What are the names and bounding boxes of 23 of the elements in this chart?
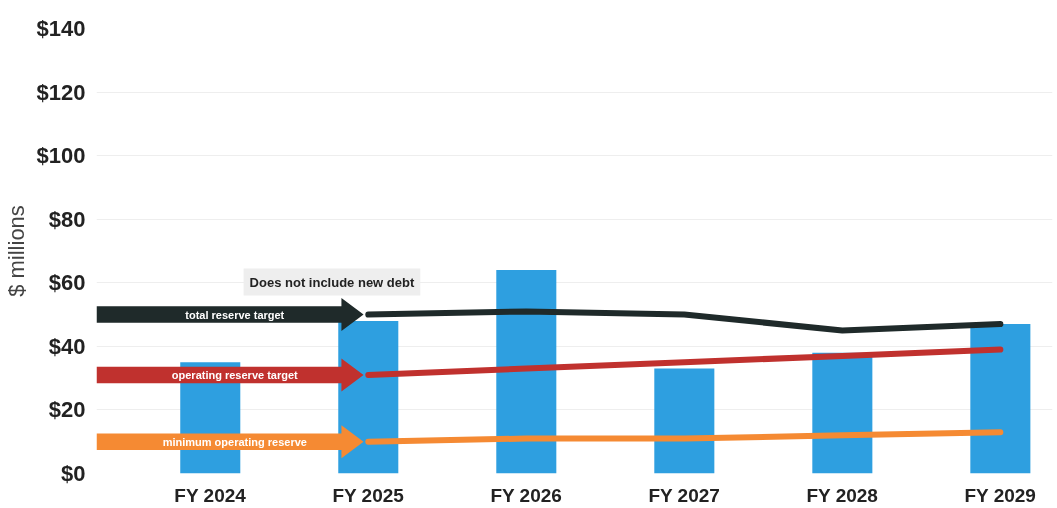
- bar: [496, 270, 557, 474]
- x-tick-label: FY 2025: [332, 484, 405, 506]
- x-tick-label: FY 2026: [490, 484, 562, 506]
- y-tick-label: $140: [36, 16, 86, 41]
- y-tick-label: $60: [48, 270, 86, 296]
- y-tick-label: $80: [48, 206, 86, 232]
- x-tick-label: FY 2029: [964, 484, 1036, 506]
- bar: [970, 324, 1031, 474]
- bar: [812, 352, 873, 474]
- x-tick-label: FY 2027: [648, 484, 720, 506]
- y-tick-label: $40: [48, 333, 86, 359]
- text: minimum operating reserve: [162, 435, 307, 448]
- annotation: Does not include new debt: [249, 274, 415, 290]
- bar: [654, 368, 715, 474]
- text: operating reserve target: [171, 368, 299, 381]
- y-tick-label: $0: [61, 461, 86, 486]
- y-tick-label: $120: [36, 79, 86, 105]
- y-tick-label: $100: [36, 143, 86, 169]
- x-tick-label: FY 2028: [806, 484, 878, 506]
- text: total reserve target: [185, 308, 285, 321]
- y-tick-label: $20: [48, 397, 86, 423]
- x-tick-label: FY 2024: [174, 484, 247, 506]
- y-axis-title: $ millions: [3, 205, 29, 297]
